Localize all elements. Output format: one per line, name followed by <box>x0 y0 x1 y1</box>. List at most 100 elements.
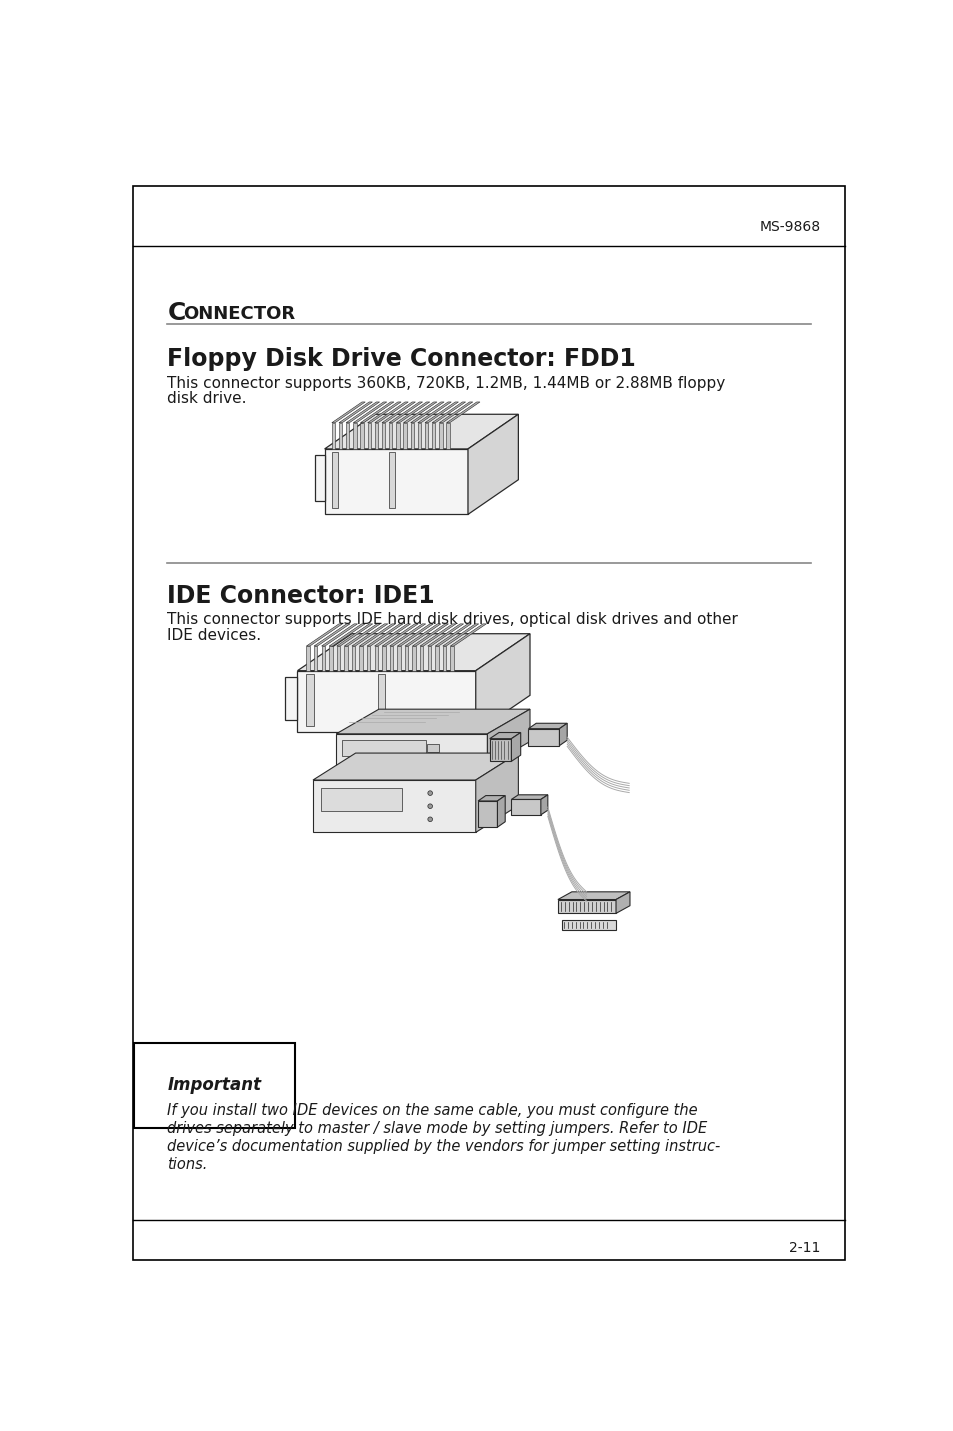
Text: This connector supports 360KB, 720KB, 1.2MB, 1.44MB or 2.88MB floppy: This connector supports 360KB, 720KB, 1.… <box>167 376 725 391</box>
Polygon shape <box>344 645 348 671</box>
Polygon shape <box>477 796 505 801</box>
Polygon shape <box>439 422 442 449</box>
Polygon shape <box>375 645 377 671</box>
Polygon shape <box>332 452 337 508</box>
Polygon shape <box>511 800 540 814</box>
Polygon shape <box>497 796 505 827</box>
Polygon shape <box>450 624 486 645</box>
Polygon shape <box>338 422 342 449</box>
Polygon shape <box>396 645 400 671</box>
Text: drives separately to master / slave mode by setting jumpers. Refer to IDE: drives separately to master / slave mode… <box>167 1120 707 1136</box>
Text: MS-9868: MS-9868 <box>759 220 820 235</box>
Polygon shape <box>489 738 511 761</box>
Polygon shape <box>352 624 388 645</box>
Circle shape <box>427 804 432 809</box>
Polygon shape <box>335 734 487 766</box>
Polygon shape <box>353 402 386 422</box>
Polygon shape <box>321 624 357 645</box>
Polygon shape <box>417 422 420 449</box>
Polygon shape <box>616 892 629 913</box>
Polygon shape <box>336 645 340 671</box>
Polygon shape <box>306 624 342 645</box>
Polygon shape <box>435 624 471 645</box>
Polygon shape <box>390 624 425 645</box>
Polygon shape <box>511 733 520 761</box>
Polygon shape <box>446 402 479 422</box>
Polygon shape <box>427 624 463 645</box>
Polygon shape <box>389 452 395 508</box>
Polygon shape <box>558 900 616 913</box>
Polygon shape <box>375 422 377 449</box>
Polygon shape <box>382 624 417 645</box>
Polygon shape <box>432 402 465 422</box>
Text: C: C <box>167 301 186 325</box>
Bar <box>320 787 402 811</box>
Polygon shape <box>442 624 478 645</box>
Polygon shape <box>367 624 402 645</box>
Polygon shape <box>558 723 567 746</box>
Polygon shape <box>395 402 430 422</box>
Polygon shape <box>314 645 317 671</box>
Polygon shape <box>381 402 415 422</box>
Polygon shape <box>346 402 379 422</box>
Polygon shape <box>375 624 410 645</box>
Polygon shape <box>332 402 365 422</box>
Polygon shape <box>359 645 362 671</box>
Polygon shape <box>313 780 476 833</box>
Polygon shape <box>489 733 520 738</box>
Polygon shape <box>285 677 297 720</box>
Polygon shape <box>396 624 433 645</box>
Polygon shape <box>468 414 517 514</box>
Polygon shape <box>338 402 372 422</box>
Text: Floppy Disk Drive Connector: FDD1: Floppy Disk Drive Connector: FDD1 <box>167 348 636 371</box>
Polygon shape <box>382 645 385 671</box>
Polygon shape <box>344 624 380 645</box>
Polygon shape <box>442 645 446 671</box>
Polygon shape <box>424 422 428 449</box>
Polygon shape <box>352 645 355 671</box>
Polygon shape <box>403 422 406 449</box>
Text: disk drive.: disk drive. <box>167 391 247 406</box>
Text: tions.: tions. <box>167 1156 208 1172</box>
Polygon shape <box>329 645 333 671</box>
Polygon shape <box>410 402 444 422</box>
Polygon shape <box>403 402 436 422</box>
Polygon shape <box>412 645 416 671</box>
Polygon shape <box>424 402 458 422</box>
Text: IDE Connector: IDE1: IDE Connector: IDE1 <box>167 584 435 608</box>
Text: IDE devices.: IDE devices. <box>167 628 261 643</box>
Polygon shape <box>367 645 370 671</box>
Polygon shape <box>417 402 451 422</box>
Polygon shape <box>360 402 394 422</box>
Polygon shape <box>367 402 400 422</box>
Text: This connector supports IDE hard disk drives, optical disk drives and other: This connector supports IDE hard disk dr… <box>167 612 738 627</box>
Polygon shape <box>476 753 517 833</box>
Polygon shape <box>329 624 365 645</box>
Polygon shape <box>435 645 438 671</box>
Polygon shape <box>381 422 385 449</box>
Polygon shape <box>395 422 399 449</box>
Polygon shape <box>476 634 530 733</box>
Circle shape <box>427 817 432 821</box>
Polygon shape <box>346 422 349 449</box>
Polygon shape <box>558 892 629 900</box>
Text: device’s documentation supplied by the vendors for jumper setting instruc-: device’s documentation supplied by the v… <box>167 1139 720 1153</box>
Polygon shape <box>367 422 371 449</box>
Text: ONNECTOR: ONNECTOR <box>183 305 295 323</box>
Polygon shape <box>419 624 456 645</box>
Polygon shape <box>297 634 530 671</box>
Polygon shape <box>404 645 408 671</box>
Polygon shape <box>528 723 567 728</box>
Polygon shape <box>314 455 324 501</box>
Text: Important: Important <box>167 1076 261 1095</box>
Polygon shape <box>297 671 476 733</box>
Circle shape <box>427 791 432 796</box>
Polygon shape <box>412 624 448 645</box>
Text: 2-11: 2-11 <box>788 1241 820 1255</box>
Polygon shape <box>377 674 384 726</box>
Bar <box>342 740 425 756</box>
Polygon shape <box>446 422 449 449</box>
Polygon shape <box>487 710 530 766</box>
Polygon shape <box>313 753 517 780</box>
Polygon shape <box>390 645 393 671</box>
